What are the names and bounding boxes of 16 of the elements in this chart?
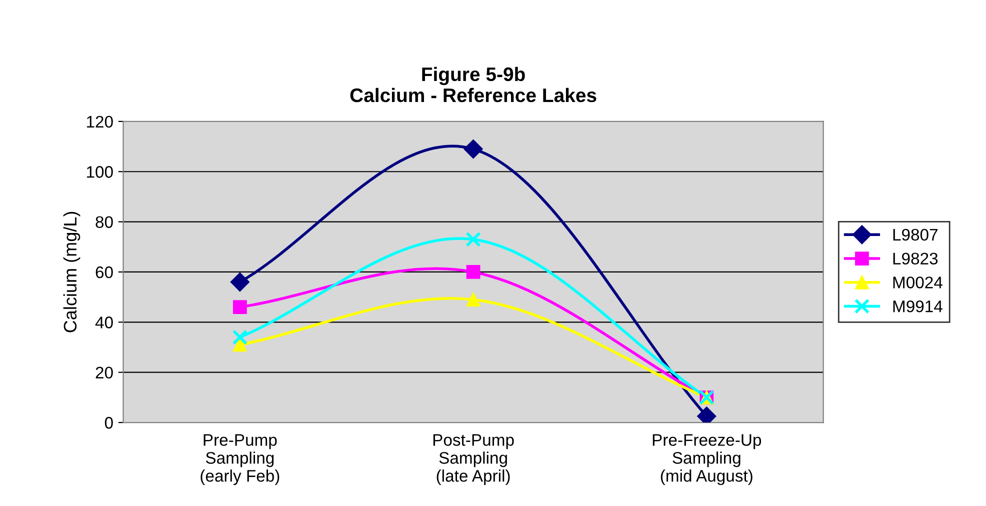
x-tick-label: Post-Pump Sampling (late April): [433, 434, 514, 486]
legend-label: L9823: [893, 252, 938, 265]
legend-label: M0024: [893, 276, 942, 288]
chart-title: Figure 5-9b Calcium - Reference Lakes: [350, 66, 596, 102]
y-tick-label: 40: [95, 316, 113, 328]
y-tick-label: 0: [104, 416, 113, 429]
y-tick-label: 20: [96, 366, 113, 379]
y-tick-label: 100: [86, 166, 113, 178]
y-tick-label: 60: [96, 266, 113, 278]
y-tick-label: 120: [86, 116, 113, 128]
legend-label: L9807: [893, 228, 938, 241]
y-axis-title: Calcium (mg/L): [63, 212, 80, 332]
x-tick-label: Pre-Pump Sampling (early Feb): [200, 434, 280, 486]
y-tick-label: 80: [96, 216, 113, 228]
legend-label: M9914: [893, 300, 942, 312]
x-tick-label: Pre-Freeze-Up Sampling (mid August): [652, 434, 762, 486]
